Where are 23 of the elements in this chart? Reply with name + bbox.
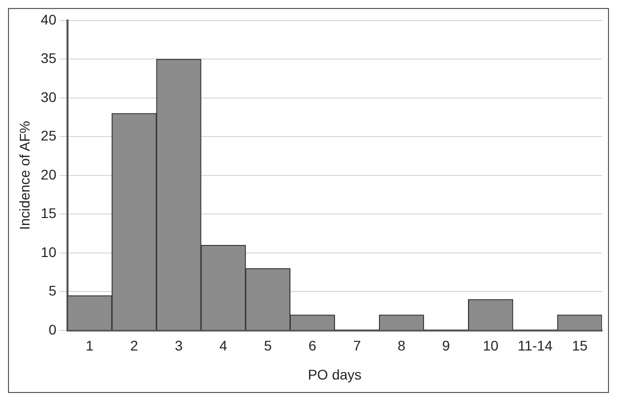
x-tick-label: 15: [572, 338, 588, 354]
y-tick-label: 20: [40, 166, 57, 182]
x-tick-label: 5: [264, 338, 272, 354]
x-tick-label: 4: [219, 338, 228, 354]
y-tick-label: 25: [40, 128, 57, 144]
x-tick-label: 11-14: [518, 338, 553, 354]
x-tick-label: 1: [86, 338, 94, 354]
y-tick-label: 5: [48, 282, 57, 299]
x-tick-label: 6: [308, 338, 317, 354]
x-tick-label: 3: [174, 338, 183, 354]
y-tick-label: 35: [40, 50, 57, 66]
y-tick-label: 10: [40, 244, 57, 260]
x-tick-label: 7: [353, 338, 362, 354]
x-tick-label: 8: [398, 338, 406, 354]
y-tick-label: 40: [40, 11, 57, 28]
x-tick-label: 9: [442, 338, 450, 354]
y-tick-label: 30: [40, 88, 57, 105]
y-axis-title: Incidence of AF%: [16, 120, 32, 230]
x-axis-title: PO days: [308, 366, 362, 382]
x-tick-label: 10: [482, 338, 499, 354]
y-tick-label: 15: [40, 205, 57, 222]
y-tick-label: 0: [48, 321, 57, 338]
x-tick-label: 2: [130, 338, 138, 354]
